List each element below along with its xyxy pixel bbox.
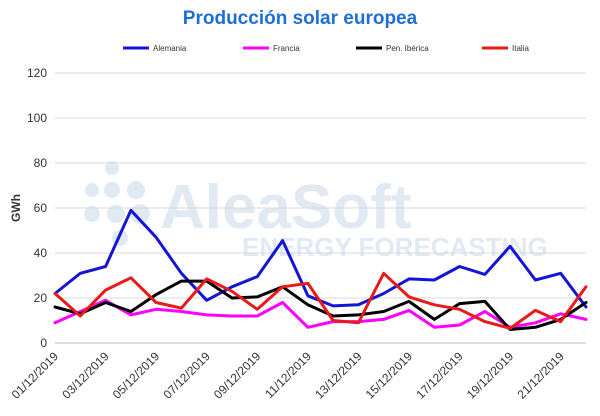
- series-layer: [53, 208, 588, 331]
- legend-label-italia: Italia: [512, 44, 529, 53]
- y-tick-label: 100: [27, 111, 47, 125]
- y-axis-label: GWh: [9, 194, 23, 222]
- x-tick-label: 05/12/2019: [110, 349, 163, 402]
- watermark-tagline: ENERGY FORECASTING: [242, 232, 548, 262]
- series-line-pen-ib-rica: [53, 279, 588, 331]
- x-tick-label: 21/12/2019: [514, 349, 567, 402]
- legend-label-francia: Francia: [273, 44, 300, 53]
- x-tick-label: 19/12/2019: [464, 349, 517, 402]
- y-tick-label: 80: [34, 156, 48, 170]
- y-tick-label: 120: [27, 66, 47, 80]
- series-line-francia: [53, 298, 588, 329]
- x-tick-label: 13/12/2019: [312, 349, 365, 402]
- x-tick-label: 17/12/2019: [413, 349, 466, 402]
- watermark-logo: AleaSoft ENERGY FORECASTING: [84, 161, 548, 262]
- y-tick-label: 20: [34, 291, 48, 305]
- y-tick-label: 60: [34, 201, 48, 215]
- x-tick-label: 15/12/2019: [363, 349, 416, 402]
- chart-title: Producción solar europea: [182, 8, 418, 29]
- x-tick-label: 09/12/2019: [211, 349, 264, 402]
- y-tick-label: 40: [34, 246, 48, 260]
- x-tick-label: 07/12/2019: [160, 349, 213, 402]
- x-tick-label: 01/12/2019: [9, 349, 62, 402]
- legend-label-pen-ib-rica: Pen. Ibérica: [386, 44, 429, 53]
- x-tick-label: 11/12/2019: [262, 349, 314, 401]
- legend: Alemania Francia Pen. Ibérica Italia: [123, 44, 529, 53]
- legend-label-alemania: Alemania: [153, 44, 187, 53]
- x-tick-label: 03/12/2019: [59, 349, 112, 402]
- y-tick-label: 0: [40, 336, 47, 350]
- series-line-italia: [53, 271, 588, 330]
